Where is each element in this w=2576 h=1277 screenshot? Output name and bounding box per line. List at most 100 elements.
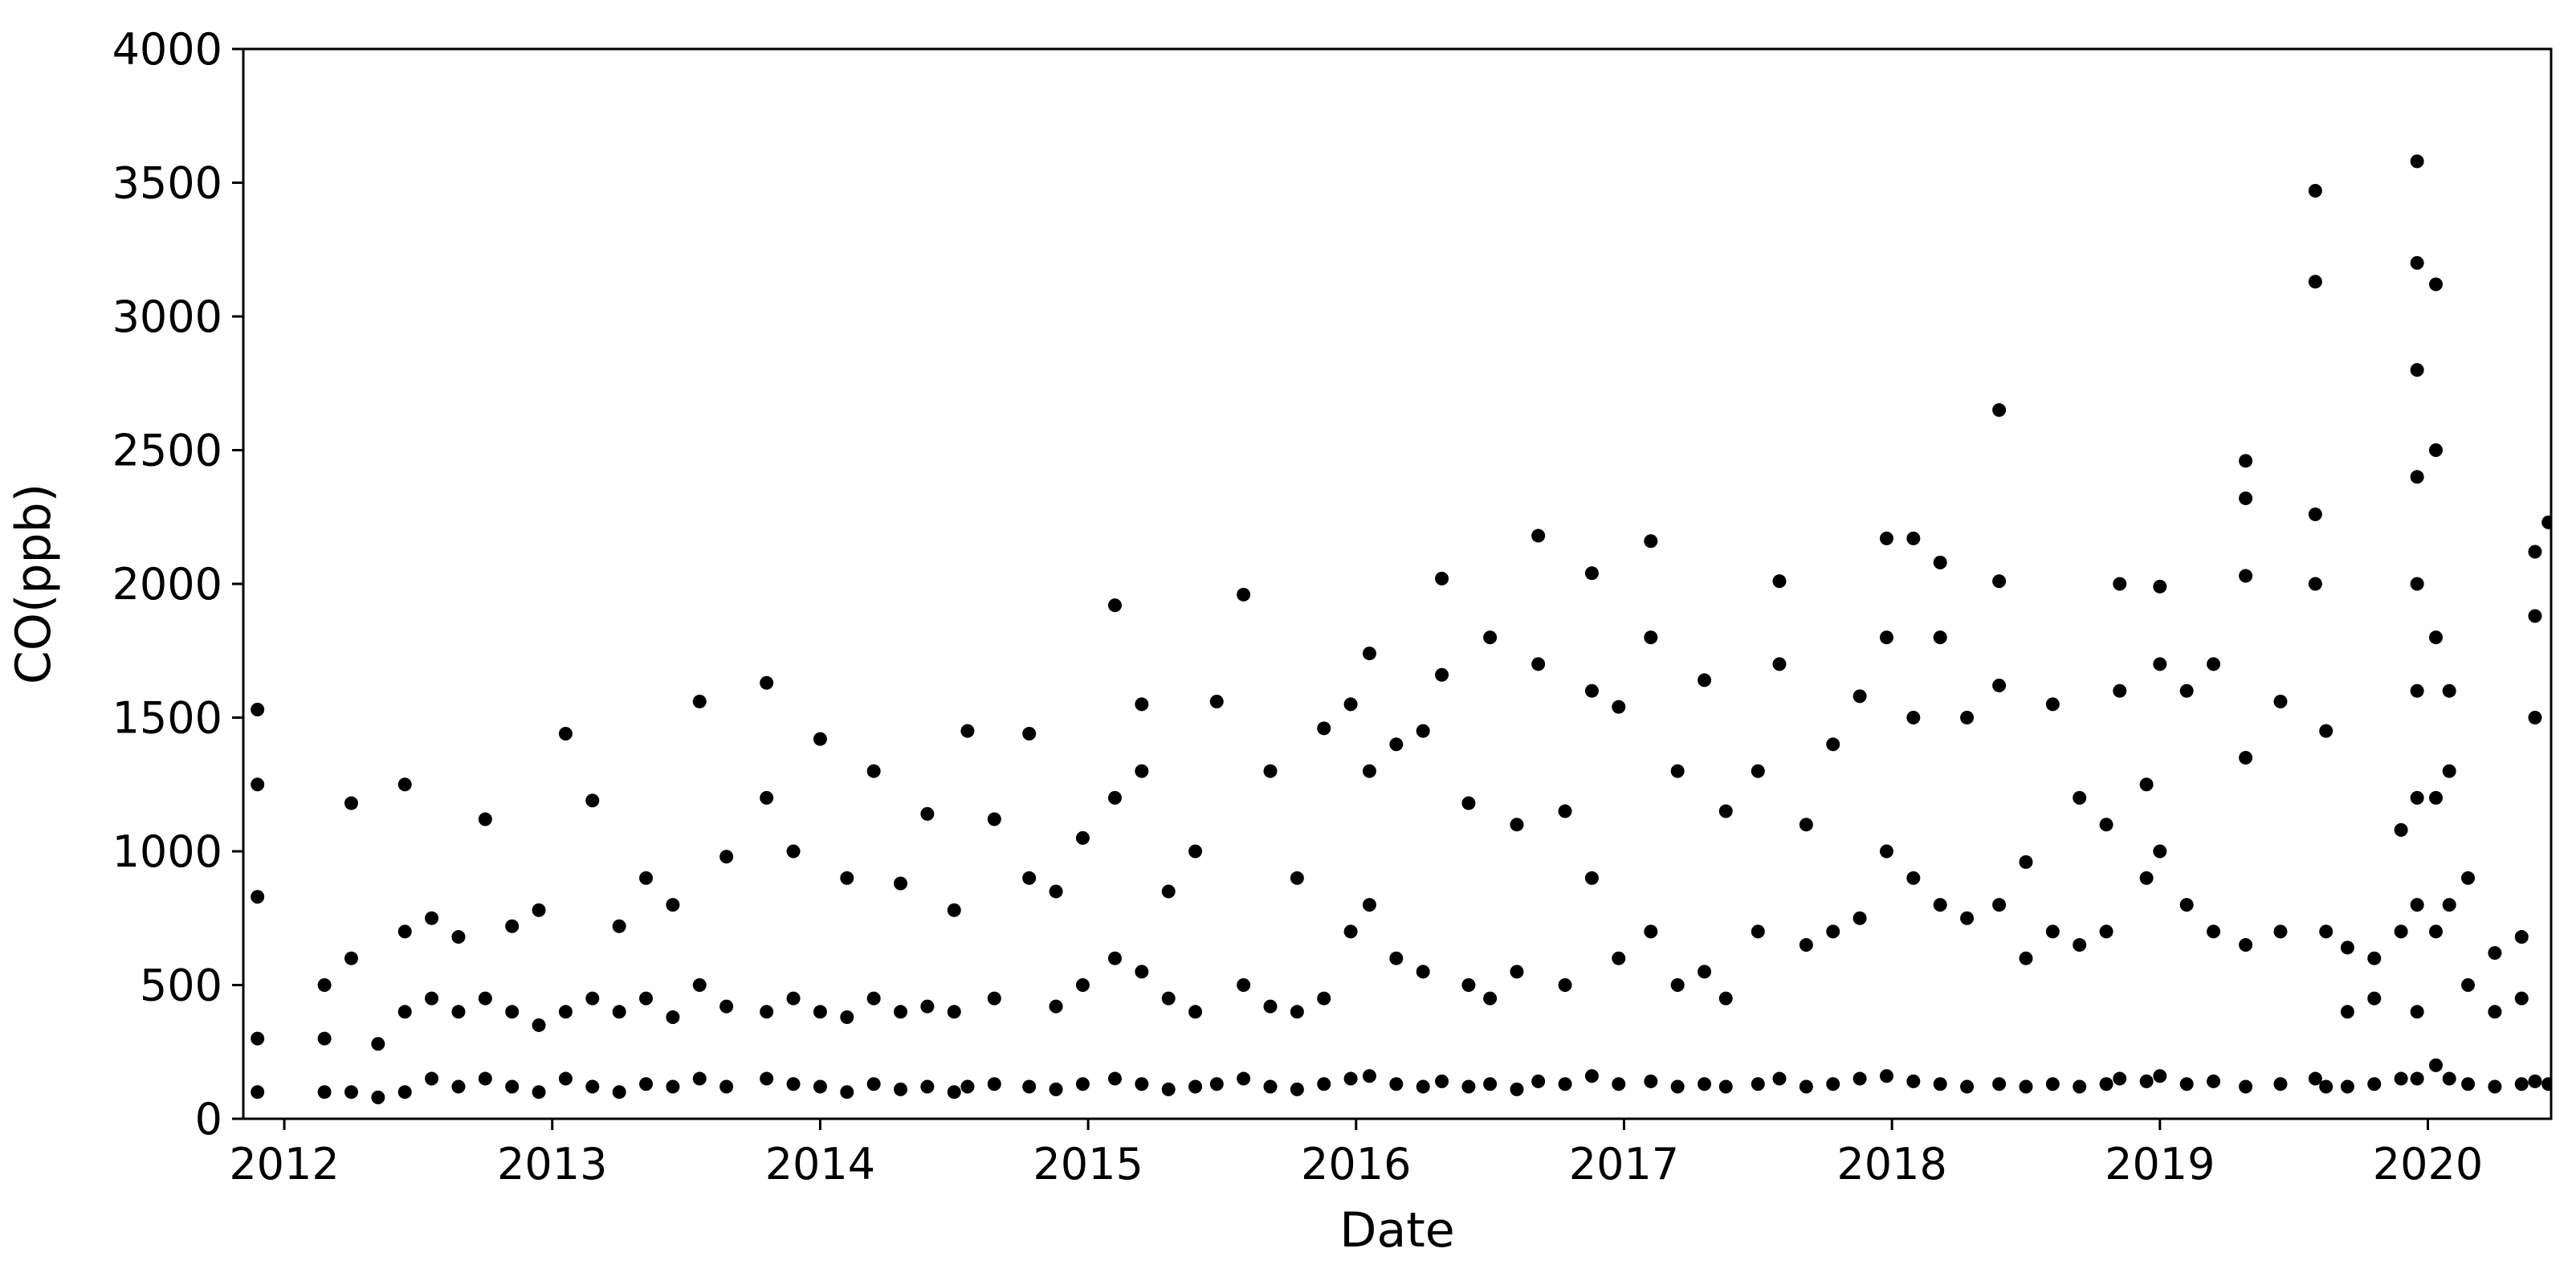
x-axis-label: Date	[1339, 1202, 1454, 1259]
data-point	[1644, 630, 1658, 645]
data-point	[451, 930, 466, 944]
data-point	[1670, 978, 1685, 992]
data-point	[1188, 1079, 1203, 1094]
data-point	[692, 695, 707, 709]
data-point	[317, 1085, 332, 1100]
data-point	[1107, 951, 1122, 965]
data-point	[2340, 1005, 2354, 1019]
data-point	[2394, 822, 2408, 837]
data-point	[2410, 154, 2424, 169]
data-point	[1435, 571, 1449, 585]
data-point	[2139, 1074, 2154, 1088]
data-point	[1107, 1071, 1122, 1086]
data-point	[1933, 1077, 1947, 1091]
data-point	[692, 978, 707, 992]
data-point	[2179, 683, 2194, 698]
data-point	[451, 1005, 466, 1019]
data-point	[2207, 924, 2221, 939]
data-point	[947, 903, 961, 917]
data-point	[866, 1077, 881, 1091]
data-point	[2394, 1071, 2408, 1086]
data-point	[2019, 951, 2033, 965]
data-point	[2340, 1079, 2354, 1094]
data-point	[558, 1005, 573, 1019]
data-point	[532, 1085, 546, 1100]
data-point	[1906, 531, 1921, 545]
data-point	[2308, 507, 2322, 521]
data-point	[2207, 657, 2221, 671]
data-point	[1263, 999, 1278, 1014]
data-point	[1906, 871, 1921, 885]
data-point	[840, 871, 854, 885]
data-point	[1853, 689, 1867, 704]
data-point	[2273, 924, 2288, 939]
data-point	[1906, 1074, 1921, 1088]
data-point	[1237, 587, 1251, 602]
data-point	[2113, 683, 2127, 698]
data-point	[666, 898, 680, 912]
data-point	[1612, 1077, 1626, 1091]
data-point	[505, 919, 520, 933]
data-point	[532, 1018, 546, 1032]
data-point	[813, 732, 827, 746]
data-point	[397, 1085, 412, 1100]
data-point	[397, 1005, 412, 1019]
data-point	[1075, 830, 1090, 845]
x-tick-label: 2017	[1569, 1139, 1679, 1189]
data-point	[397, 924, 412, 939]
data-point	[2139, 777, 2154, 792]
data-point	[1853, 911, 1867, 925]
data-point	[1906, 711, 1921, 724]
data-point	[2073, 1079, 2087, 1094]
data-point	[2429, 790, 2444, 805]
data-point	[2319, 1079, 2333, 1094]
data-point	[2153, 657, 2167, 671]
data-point	[760, 1071, 774, 1086]
data-point	[1290, 1005, 1304, 1019]
data-point	[639, 1077, 654, 1091]
data-point	[1435, 1074, 1449, 1088]
y-tick-label: 2000	[112, 559, 222, 610]
data-point	[2442, 1071, 2456, 1086]
plot-frame	[242, 47, 2553, 1120]
data-point	[1022, 1079, 1037, 1094]
data-point	[1584, 1069, 1599, 1083]
data-point	[2045, 697, 2060, 712]
data-point	[2461, 871, 2476, 885]
data-point	[1343, 697, 1358, 712]
data-point	[1022, 871, 1037, 885]
data-point	[2410, 470, 2424, 484]
data-point	[1751, 764, 1765, 778]
data-point	[2073, 790, 2087, 805]
data-point	[2429, 924, 2444, 939]
data-point	[1992, 403, 2007, 418]
data-point	[2340, 940, 2354, 955]
data-point	[719, 1079, 734, 1094]
data-point	[813, 1005, 827, 1019]
data-point	[719, 999, 734, 1014]
data-point	[813, 1079, 827, 1094]
data-point	[1022, 726, 1037, 740]
data-point	[786, 991, 801, 1006]
data-point	[1718, 991, 1733, 1006]
data-point	[2019, 1079, 2033, 1094]
data-point	[2410, 898, 2424, 912]
data-point	[894, 1082, 908, 1096]
data-point	[1772, 1071, 1787, 1086]
data-point	[2410, 790, 2424, 805]
x-tick-label: 2015	[1033, 1139, 1143, 1189]
data-point	[2153, 844, 2167, 859]
data-point	[1960, 911, 1975, 925]
data-point	[2367, 991, 2382, 1006]
data-point	[2528, 1074, 2542, 1088]
data-point	[585, 991, 600, 1006]
data-point	[1161, 991, 1176, 1006]
data-point	[478, 991, 492, 1006]
data-point	[1343, 924, 1358, 939]
data-point	[2308, 1071, 2322, 1086]
y-tick-label: 1500	[112, 693, 222, 744]
data-point	[666, 1079, 680, 1094]
data-point	[2514, 930, 2529, 944]
y-tick-label: 1000	[112, 826, 222, 877]
